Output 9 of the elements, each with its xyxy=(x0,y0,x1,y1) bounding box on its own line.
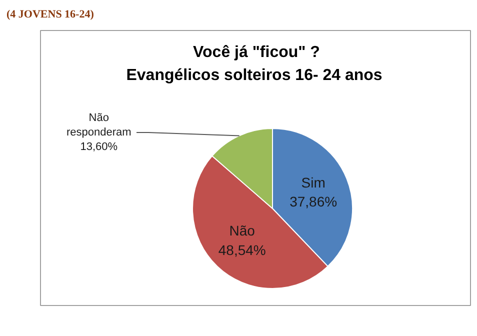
data-label: 37,86% xyxy=(290,194,338,210)
data-label: 48,54% xyxy=(218,242,266,258)
slice-label: Não xyxy=(229,222,256,239)
slice-label: Não responderam xyxy=(66,112,132,138)
data-label: 13,60% xyxy=(80,140,118,153)
chart-subtitle: Evangélicos solteiros 16- 24 anos xyxy=(126,67,382,84)
slice-label: Sim xyxy=(301,174,326,191)
chart-title: Você já "ficou" ? xyxy=(193,44,320,61)
text: (4 JOVENS 16-24) xyxy=(6,8,94,20)
